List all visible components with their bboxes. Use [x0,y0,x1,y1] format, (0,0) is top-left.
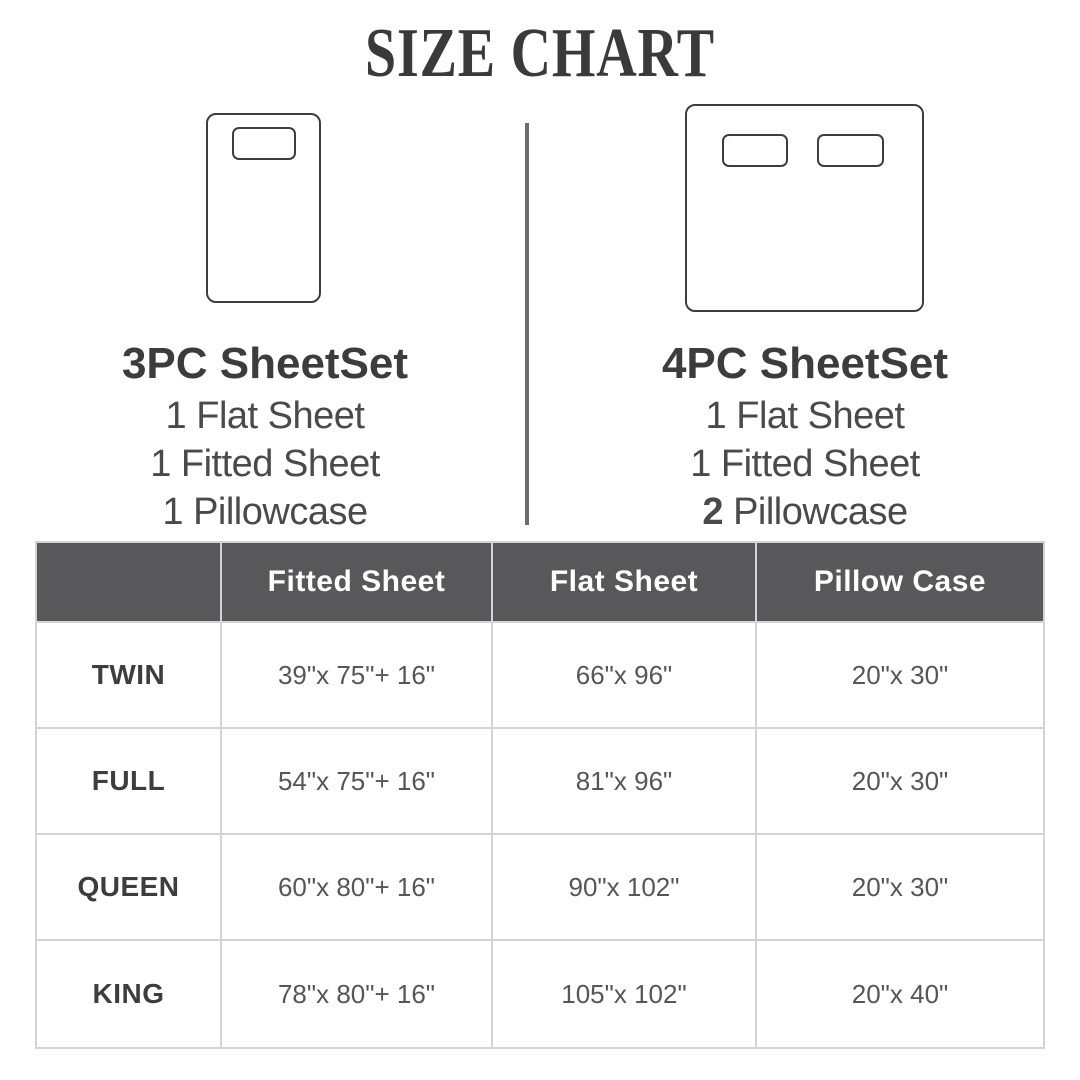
set-item: 1 Fitted Sheet [605,440,1005,488]
page-title: SIZE CHART [365,15,715,92]
item-label: Pillowcase [193,491,368,533]
table-row-label-king: KING [37,941,222,1047]
set-item: 1 Fitted Sheet [65,440,465,488]
table-cell-king-flat: 105"x 102" [493,941,757,1047]
table-cell-king-pillow: 20"x 40" [757,941,1043,1047]
table-cell-twin-fitted: 39"x 75"+ 16" [222,623,493,729]
set-item: 2 Pillowcase [605,488,1005,536]
item-qty: 1 [690,443,711,485]
table-header-empty [37,543,222,623]
table-row-label-twin: TWIN [37,623,222,729]
item-label: Pillowcase [733,491,908,533]
double-bed-sheet-icon [685,104,924,312]
table-cell-full-pillow: 20"x 30" [757,729,1043,835]
item-qty: 1 [162,491,184,533]
single-bed-sheet-icon [206,113,321,303]
table-header-pillow-case: Pillow Case [757,543,1043,623]
table-cell-twin-pillow: 20"x 30" [757,623,1043,729]
table-cell-queen-pillow: 20"x 30" [757,835,1043,941]
item-qty: 1 [705,395,727,437]
item-label: Flat Sheet [736,395,905,437]
table-cell-queen-fitted: 60"x 80"+ 16" [222,835,493,941]
table-cell-king-fitted: 78"x 80"+ 16" [222,941,493,1047]
table-header-fitted-sheet: Fitted Sheet [222,543,493,623]
item-qty: 1 [150,443,171,485]
table-cell-full-flat: 81"x 96" [493,729,757,835]
table-cell-twin-flat: 66"x 96" [493,623,757,729]
set-name: 4PC SheetSet [661,339,949,388]
table-header-flat-sheet: Flat Sheet [493,543,757,623]
set-name: 3PC SheetSet [121,339,409,388]
set-item: 1 Flat Sheet [605,392,1005,440]
pillow-icon [722,134,788,167]
set-description-4pc: 4PC SheetSet 1 Flat Sheet 1 Fitted Sheet… [605,342,1005,536]
table-row-label-full: FULL [37,729,222,835]
table-cell-queen-flat: 90"x 102" [493,835,757,941]
vertical-divider [525,123,529,525]
set-item: 1 Flat Sheet [65,392,465,440]
table-row-label-queen: QUEEN [37,835,222,941]
set-description-3pc: 3PC SheetSet 1 Flat Sheet 1 Fitted Sheet… [65,342,465,536]
item-label: Flat Sheet [196,395,365,437]
item-label: Fitted Sheet [180,443,380,485]
pillow-icon [232,127,296,160]
size-table: Fitted Sheet Flat Sheet Pillow Case TWIN… [35,541,1045,1049]
item-qty: 1 [165,395,187,437]
item-label: Fitted Sheet [720,443,920,485]
pillow-icon [817,134,884,167]
item-qty: 2 [702,491,724,533]
set-item: 1 Pillowcase [65,488,465,536]
table-cell-full-fitted: 54"x 75"+ 16" [222,729,493,835]
